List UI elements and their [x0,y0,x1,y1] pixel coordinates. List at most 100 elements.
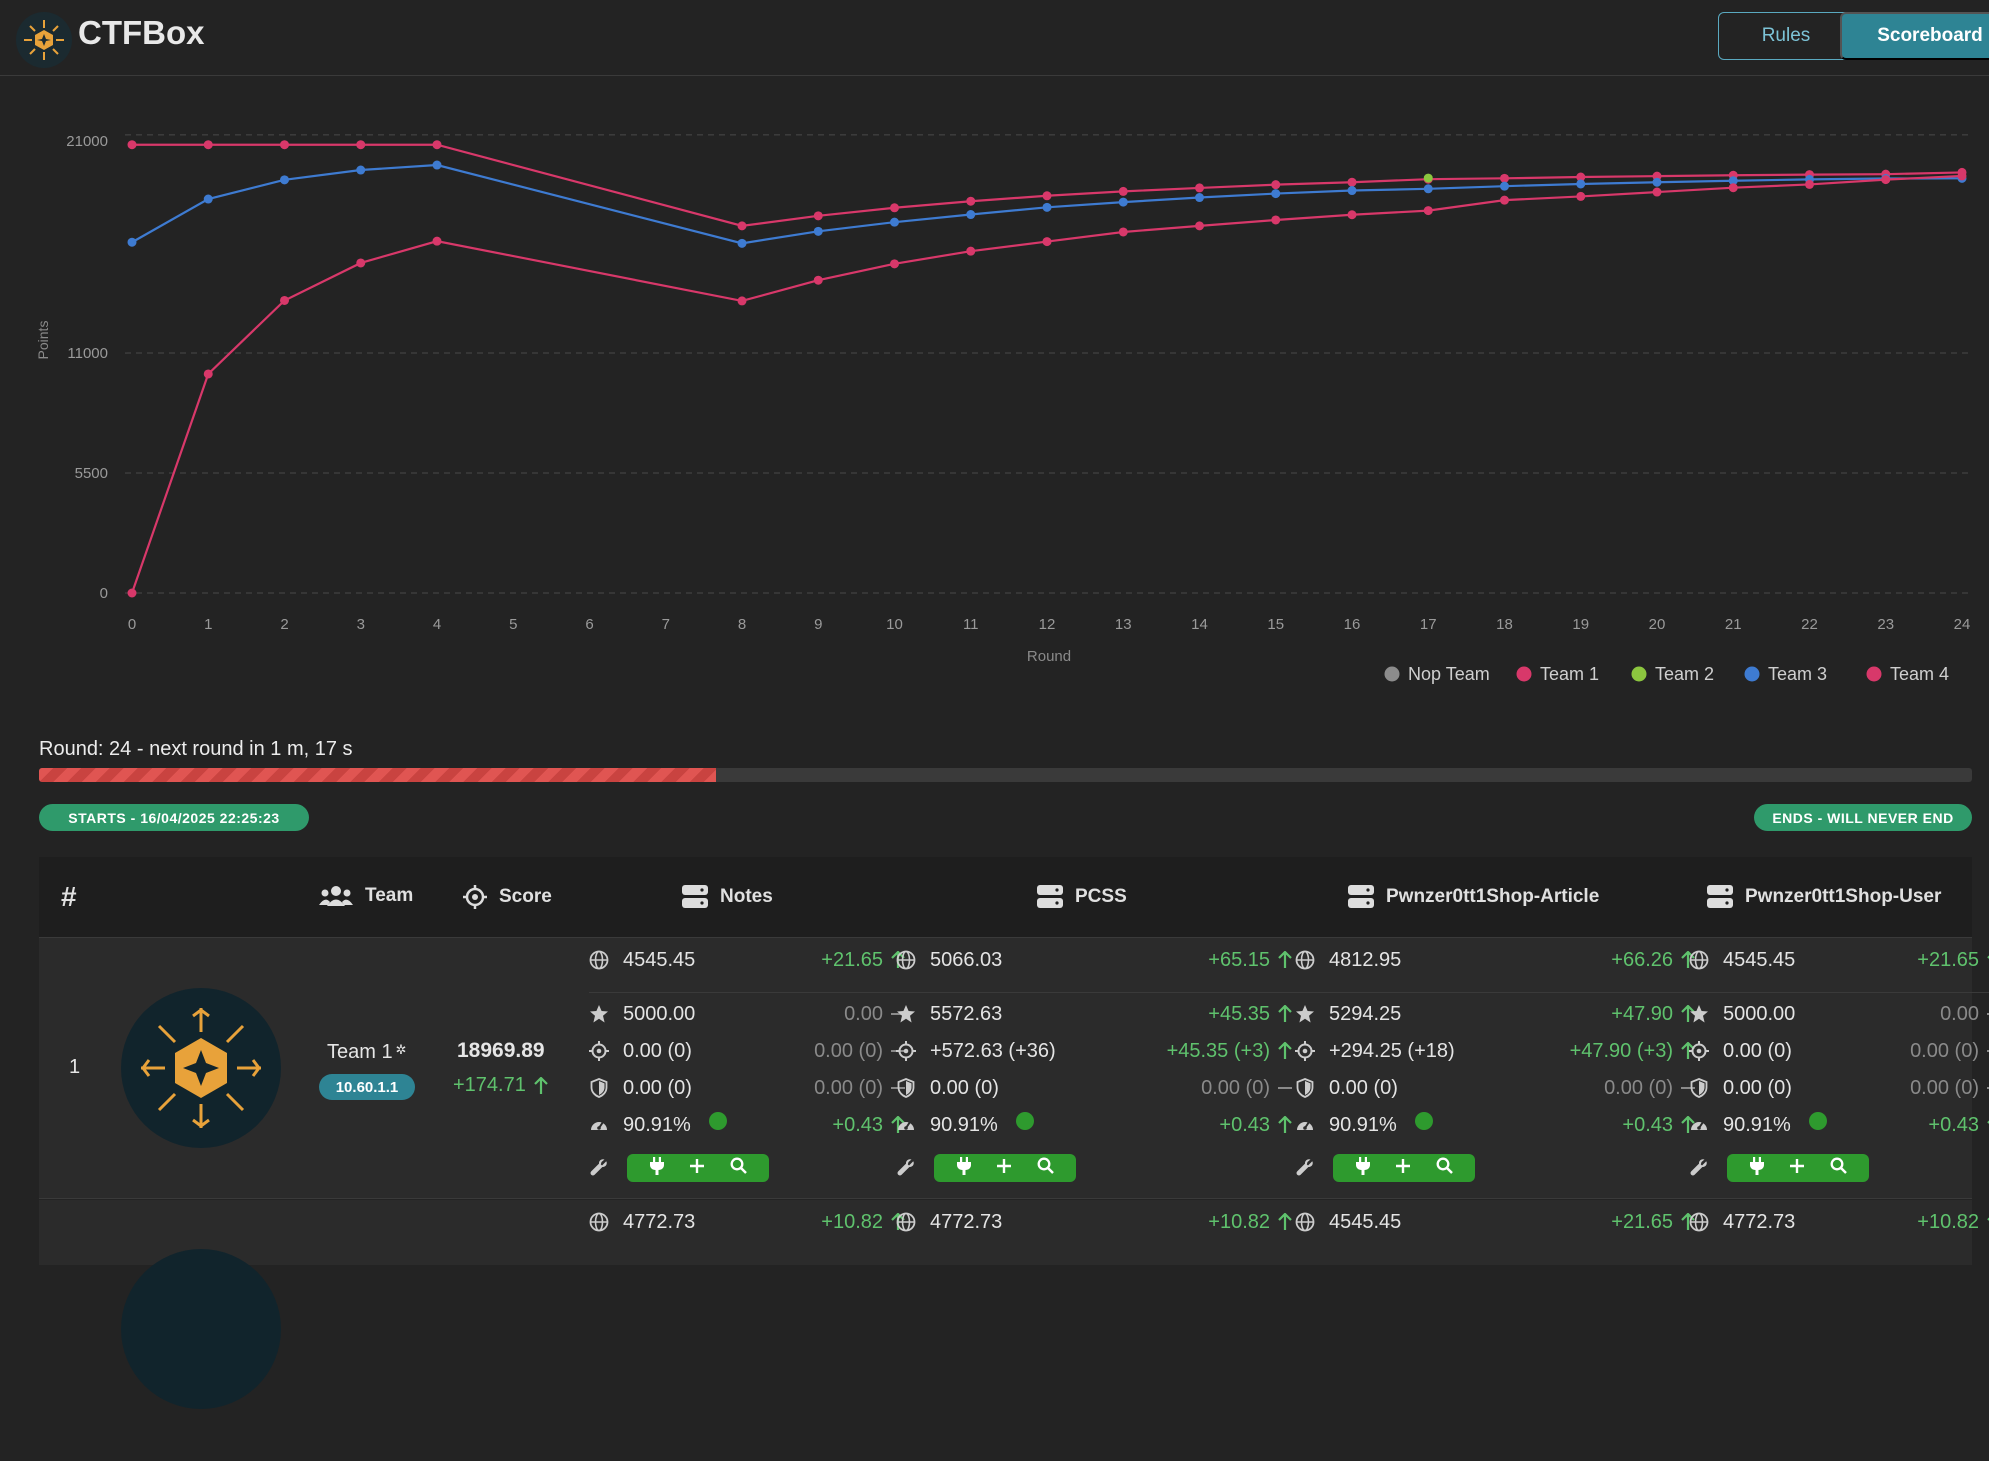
chart-legend[interactable]: Nop Team Team 1 Team 2 Team 3 Team 4 [1384,664,1950,684]
x-tick-label: 2 [280,616,288,633]
legend-item[interactable]: Team 4 [1866,664,1950,684]
team-name[interactable]: Team 1 ✲ [327,1041,407,1064]
plus-icon[interactable] [689,1158,705,1179]
search-icon[interactable] [1436,1157,1453,1179]
service-value: 5572.63 [930,1002,1003,1025]
rules-button[interactable]: Rules [1718,12,1854,60]
service-line-defense: 0.00 (0) 0.00 (0) [1295,1072,1701,1104]
brand-title[interactable]: CTFBox [78,14,205,51]
ctfbox-logo[interactable] [16,12,72,68]
search-icon[interactable] [1830,1157,1847,1179]
service-line-uptime: 90.91% +0.43 [589,1109,911,1141]
service-line-defense: 0.00 (0) 0.00 (0) [1689,1072,1989,1104]
team-header: Team [319,885,413,907]
data-point [1881,175,1891,185]
scoreboard-button[interactable]: Scoreboard [1840,12,1989,60]
data-point [1042,237,1052,247]
y-tick-label: 21000 [66,133,108,150]
data-point [1347,210,1357,220]
divider [896,992,1298,993]
team-avatar[interactable] [121,988,281,1148]
data-point [1271,180,1281,190]
service-delta: +47.90 (+3) [1569,1039,1673,1062]
status-dot [1414,1112,1433,1130]
table-row[interactable]: 1 Team 1 ✲ 10.60.1.1 18969.89 +174.71 454… [39,938,1989,1199]
service-line-sla: 5572.63 +45.35 [896,998,1298,1030]
x-tick-label: 12 [1039,616,1056,633]
service-value: 90.91% [1329,1113,1397,1136]
service-value: 5000.00 [1723,1002,1796,1025]
arrow-up-icon [534,1076,548,1094]
data-point [966,196,976,206]
globe-icon [1689,950,1717,970]
plus-icon[interactable] [1395,1158,1411,1179]
service-line-defense: 0.00 (0) 0.00 (0) [589,1072,911,1104]
service-delta: +0.43 [1219,1113,1270,1136]
service-line-attack: 0.00 (0) 0.00 (0) [1689,1035,1989,1067]
x-axis-ticks: 0 1 2 3 4 5 6 7 8 9 10 11 12 13 14 15 16 17 18 19 20 21 22 23 24 [128,616,1971,633]
search-icon[interactable] [1037,1157,1054,1179]
service-delta: +10.82 [1917,1210,1979,1233]
service-line-attack: 0.00 (0) 0.00 (0) [589,1035,911,1067]
data-point [432,160,442,170]
data-point [1576,172,1586,182]
plug-icon[interactable] [956,1156,972,1180]
service-delta: +65.15 [1208,948,1270,971]
legend-item[interactable]: Team 3 [1744,664,1828,684]
arrow-up-icon [891,1115,905,1140]
team-avatar[interactable] [121,1249,281,1409]
service-delta: 0.00 [844,1002,883,1025]
y-axis-ticks: 0 5500 11000 21000 [66,133,108,602]
team-ip-badge: 10.60.1.1 [319,1074,415,1100]
data-point [1195,221,1204,231]
service-value: +572.63 (+36) [930,1039,1056,1062]
service-header-pcss-label: PCSS [1075,886,1127,907]
service-line-sla: 5000.00 0.00 [1689,998,1989,1030]
data-point [737,296,747,306]
service-delta: +47.90 [1611,1002,1673,1025]
x-tick-label: 20 [1649,616,1666,633]
data-point [356,140,366,150]
service-value: 4772.73 [1723,1210,1796,1233]
service-tools [627,1154,769,1182]
service-value: 5000.00 [623,1002,696,1025]
table-row[interactable]: 4772.73 +10.82 4772.73 +10.82 4545.45 +21.6… [39,1200,1989,1409]
plug-icon[interactable] [1749,1156,1765,1180]
data-point [1347,186,1357,196]
crosshair-icon [1295,1041,1323,1061]
score-header: Score [463,885,552,909]
plus-icon[interactable] [1789,1158,1805,1179]
legend-item[interactable]: Team 1 [1516,664,1600,684]
data-point [1423,206,1433,216]
legend-label: Team 1 [1540,664,1599,684]
x-tick-label: 9 [814,616,822,633]
service-delta: +0.43 [1622,1113,1673,1136]
data-point [127,140,137,150]
legend-item[interactable]: Team 2 [1631,664,1715,684]
logo-icon [24,20,64,60]
wrench-icon [896,1158,916,1183]
data-point [1728,176,1738,186]
sparkle-icon: ✲ [395,1042,407,1057]
service-cell-shop-article: 4812.95 +66.26 5294.25 +47.90 +294.25 (+18) +… [1295,938,1701,1199]
wrench-icon [1295,1158,1315,1183]
server-icon [1037,885,1063,908]
search-icon[interactable] [730,1157,747,1179]
team-score-delta-value: +174.71 [453,1074,526,1096]
data-point [356,258,366,268]
legend-item[interactable]: Nop Team [1384,664,1490,684]
service-value: +294.25 (+18) [1329,1039,1455,1062]
plug-icon[interactable] [649,1156,665,1180]
service-line-uptime: 90.91% +0.43 [896,1109,1298,1141]
plug-icon[interactable] [1355,1156,1371,1180]
service-line-attack: +294.25 (+18) +47.90 (+3) [1295,1035,1701,1067]
top-bar: CTFBox Rules Scoreboard [0,0,1989,76]
service-delta: 0.00 (0) [814,1039,883,1062]
data-point [1652,177,1662,187]
start-badge: STARTS - 16/04/2025 22:25:23 [39,804,309,831]
x-tick-label: 4 [433,616,441,633]
service-header-shop-article: Pwnzer0tt1Shop-Article [1348,885,1599,909]
y-axis-label: Points [35,321,51,360]
plus-icon[interactable] [996,1158,1012,1179]
globe-icon [896,950,924,970]
